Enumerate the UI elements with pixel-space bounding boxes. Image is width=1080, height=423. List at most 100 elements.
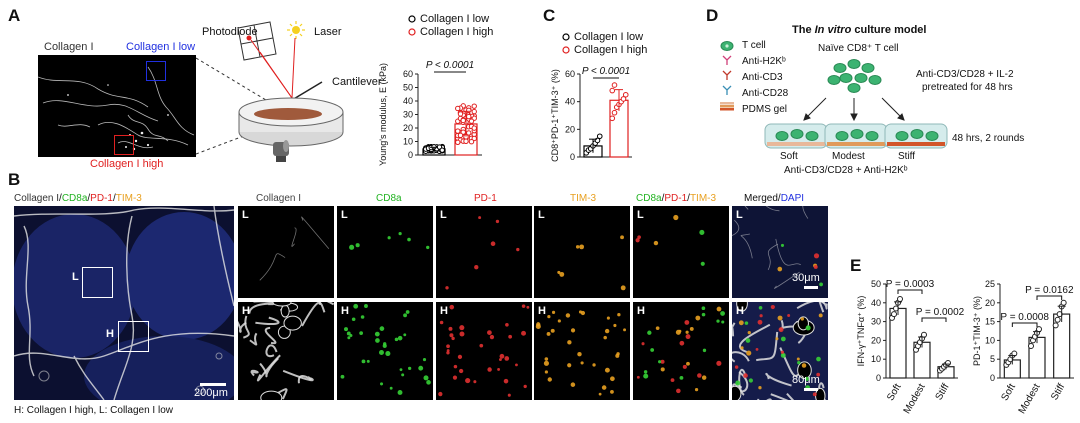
cell-signal	[478, 216, 482, 220]
cell-signal	[578, 310, 583, 314]
merge-pd1: PD-1	[664, 193, 688, 204]
title-pd1: PD-1	[90, 193, 113, 204]
cell-signal	[505, 322, 509, 327]
legend-h2kb-icon	[722, 55, 732, 65]
title-part-2: In vitro	[814, 24, 852, 36]
chart-youngs-modulus: 0 10 20 30 40 50 60 Young's modulus, E (kPa) P <…	[378, 13, 493, 166]
cell-signal	[382, 343, 387, 348]
cell-signal	[635, 238, 640, 243]
cell-signal	[497, 367, 501, 371]
row-label-low: L	[538, 209, 545, 221]
cell-signal	[459, 325, 465, 331]
cell-signal	[499, 353, 505, 359]
cell-signal	[349, 334, 353, 338]
cell-signal	[716, 319, 720, 323]
cell-signal	[544, 370, 548, 374]
cell-signal	[418, 365, 424, 371]
cell-signal	[361, 359, 366, 364]
legend-cd28-label: Anti-CD28	[742, 88, 789, 99]
y-axis-label: PD-1⁺TIM-3⁺ (%)	[972, 296, 982, 366]
cell-signal	[479, 343, 484, 348]
afm-schematic	[196, 21, 344, 162]
merge-tim3: TIM-3	[689, 193, 717, 204]
collagen-fiber	[264, 326, 277, 345]
cell-signal	[643, 373, 649, 379]
cell-signal	[670, 378, 675, 383]
cell-signal	[405, 310, 410, 314]
micrograph-pd1-high: H	[436, 302, 532, 400]
well-soft	[764, 123, 828, 149]
legend-pdms-label: PDMS gel	[742, 104, 788, 115]
cell-signal	[349, 244, 355, 250]
overview-title: Collagen I/CD8a/PD-1/TIM-3	[14, 193, 142, 204]
cell-signal	[816, 356, 821, 362]
collagen-fiber	[770, 392, 795, 400]
stimulation-label: Anti-CD3/CD28 + Anti-H2Kᵇ	[784, 165, 908, 176]
cell-signal	[610, 389, 614, 394]
cell-signal	[364, 304, 368, 308]
cell-signal	[547, 377, 552, 382]
cell-signal	[601, 385, 607, 390]
legend-label: Collagen I high	[574, 44, 647, 56]
cell-signal	[546, 332, 551, 336]
cell-signal	[780, 243, 785, 247]
cell-signal	[685, 334, 691, 340]
data-point	[455, 128, 461, 134]
row-label-high: H	[341, 305, 349, 317]
cell-signal	[620, 285, 626, 291]
void-region	[280, 304, 290, 318]
panel-label-d: D	[706, 6, 719, 25]
void-region	[797, 316, 809, 331]
x-tick-label: Soft	[1000, 382, 1019, 403]
cell-signal	[438, 391, 443, 397]
cell-signal	[423, 375, 429, 381]
x-tick-label: Stiff	[1049, 382, 1067, 402]
cell-signal	[598, 392, 602, 396]
cell-signal	[701, 312, 706, 317]
cell-signal	[458, 368, 464, 374]
data-point	[471, 125, 477, 131]
data-point	[611, 82, 618, 88]
cell-signal	[515, 363, 518, 367]
legend-marker	[562, 33, 570, 41]
cell-signal	[800, 317, 804, 321]
data-point	[891, 311, 897, 318]
collagen-fiber	[765, 372, 792, 387]
cell-signal	[743, 373, 748, 378]
data-point	[471, 108, 477, 115]
cell-signal	[399, 368, 403, 372]
cell-signal	[660, 367, 665, 372]
cell-signal	[819, 282, 824, 287]
merge-sep-2: /	[687, 193, 690, 204]
overview-scalebar	[200, 383, 226, 386]
cell-signal	[592, 363, 596, 367]
cell-signal	[684, 320, 690, 325]
data-point	[466, 113, 472, 120]
cell-signal	[685, 330, 689, 334]
cell-signal	[686, 361, 690, 366]
panel-label-e: E	[850, 256, 862, 275]
collagen-fiber	[248, 302, 275, 314]
cell-signal	[689, 326, 694, 331]
y-tick-label: 10	[985, 335, 995, 345]
cell-signal	[701, 375, 707, 380]
data-point	[1036, 326, 1042, 333]
void-region	[260, 390, 283, 400]
cantilever-label: Cantilever	[332, 76, 382, 88]
channel-header-pd1: PD-1	[474, 193, 497, 204]
cantilever-arm	[291, 81, 323, 101]
micrograph-signal	[259, 216, 330, 281]
dapi-background	[732, 206, 828, 298]
cell-signal	[813, 253, 820, 259]
collagen-fiber	[238, 320, 247, 333]
y-tick-label: 20	[985, 298, 995, 308]
collagen-fiber	[765, 206, 780, 212]
cell-signal	[403, 333, 407, 337]
collagen-fiber	[740, 233, 753, 259]
well-modest	[824, 123, 888, 149]
void-region	[272, 302, 292, 307]
cell-signal	[366, 359, 370, 363]
legend-cd28-icon	[722, 85, 732, 95]
micrograph-cd8-low: L	[337, 206, 433, 298]
y-tick-label: 50	[871, 279, 881, 289]
